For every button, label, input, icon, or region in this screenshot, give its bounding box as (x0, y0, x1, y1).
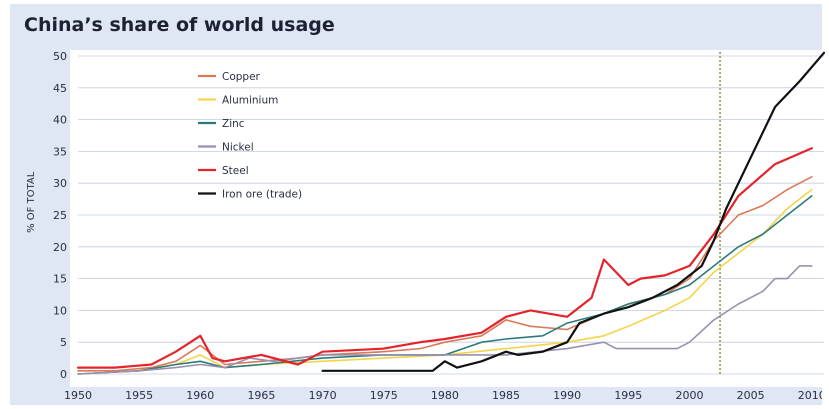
x-tick-label: 1990 (553, 389, 581, 402)
x-tick-label: 1965 (247, 389, 275, 402)
legend-label: Aluminium (222, 95, 278, 107)
y-tick-label: 5 (60, 336, 67, 349)
x-tick-label: 1995 (614, 389, 642, 402)
series-line-steel (76, 147, 813, 369)
chart-title: China’s share of world usage (24, 14, 335, 36)
x-tick-label: 1980 (431, 389, 459, 402)
y-axis-label: % OF TOTAL (26, 171, 37, 233)
legend-label: Nickel (222, 142, 254, 154)
y-tick-label: 35 (53, 145, 67, 158)
y-tick-label: 45 (53, 82, 67, 95)
x-tick-label: 2010 (798, 389, 822, 402)
x-tick-label: 1975 (370, 389, 398, 402)
series-line-copper (77, 176, 813, 372)
chart-frame: China’s share of world usage Copper Alumi… (10, 4, 829, 405)
y-tick-label: 15 (53, 273, 67, 286)
x-tick-label: 2005 (737, 389, 765, 402)
x-tick-label: 1950 (64, 389, 92, 402)
chart-svg: Copper Aluminium Zinc Nickel Steel Iron ore (… (76, 51, 826, 375)
legend-label: Steel (222, 165, 249, 177)
x-tick-label: 1970 (309, 389, 337, 402)
y-tick-label: 30 (53, 177, 67, 190)
x-tick-label: 1955 (125, 389, 153, 402)
plot-panel: Copper Aluminium Zinc Nickel Steel Iron ore (… (70, 50, 829, 387)
y-tick-label: 20 (53, 241, 67, 254)
series-line-aluminium (77, 188, 813, 375)
series-line-zinc (77, 195, 813, 375)
y-tick-label: 50 (53, 50, 67, 63)
y-tick-label: 25 (53, 209, 67, 222)
legend-label: Zinc (222, 118, 245, 130)
legend-label: Iron ore (trade) (222, 189, 302, 201)
y-tick-label: 0 (60, 368, 67, 381)
x-tick-label: 2000 (675, 389, 703, 402)
y-tick-label: 10 (53, 304, 67, 317)
series-line-iron-ore-trade- (321, 51, 826, 372)
legend-label: Copper (222, 71, 261, 83)
x-tick-label: 1960 (186, 389, 214, 402)
series-line-nickel (77, 265, 813, 375)
y-tick-label: 40 (53, 114, 67, 127)
x-tick-label: 1985 (492, 389, 520, 402)
